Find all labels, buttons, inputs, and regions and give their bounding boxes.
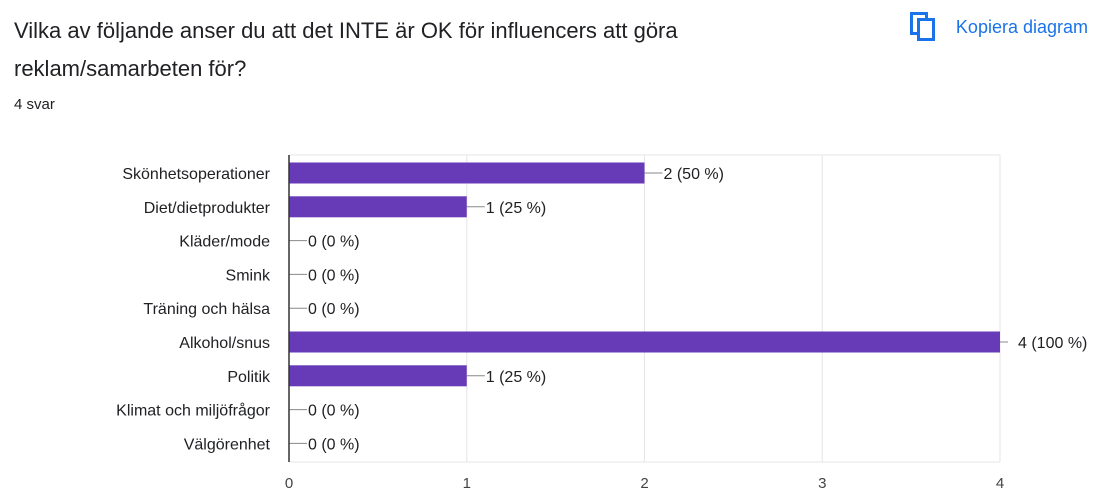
category-label: Alkohol/snus xyxy=(179,335,270,352)
x-tick-label: 0 xyxy=(285,475,293,492)
category-label: Kläder/mode xyxy=(179,234,270,251)
value-label: 2 (50 %) xyxy=(664,166,724,183)
copy-chart-button[interactable]: Kopiera diagram xyxy=(904,10,1094,44)
response-count: 4 svar xyxy=(14,96,55,113)
x-tick-label: 1 xyxy=(463,475,471,492)
value-label: 4 (100 %) xyxy=(1018,335,1087,352)
category-label: Välgörenhet xyxy=(184,436,271,453)
bar[interactable] xyxy=(289,196,467,218)
question-title: Vilka av följande anser du att det INTE … xyxy=(14,18,678,81)
category-label: Smink xyxy=(226,267,271,284)
value-label: 0 (0 %) xyxy=(308,301,360,318)
bar[interactable] xyxy=(289,365,467,387)
category-label: Diet/dietprodukter xyxy=(144,200,271,217)
bar[interactable] xyxy=(289,331,1000,353)
value-label: 1 (25 %) xyxy=(486,200,546,217)
value-label: 0 (0 %) xyxy=(308,436,360,453)
category-label: Träning och hälsa xyxy=(143,301,270,318)
x-tick-label: 2 xyxy=(640,475,648,492)
value-label: 1 (25 %) xyxy=(486,369,546,386)
value-label: 0 (0 %) xyxy=(308,234,360,251)
copy-chart-label: Kopiera diagram xyxy=(955,16,1088,37)
x-tick-label: 3 xyxy=(818,475,826,492)
category-label: Klimat och miljöfrågor xyxy=(116,402,271,420)
copy-icon xyxy=(909,12,935,41)
value-label: 0 (0 %) xyxy=(308,267,360,284)
value-label: 0 (0 %) xyxy=(308,403,360,420)
category-label: Politik xyxy=(227,369,271,386)
category-label: Skönhetsoperationer xyxy=(122,166,270,183)
bar[interactable] xyxy=(289,162,645,184)
x-tick-label: 4 xyxy=(996,475,1004,492)
